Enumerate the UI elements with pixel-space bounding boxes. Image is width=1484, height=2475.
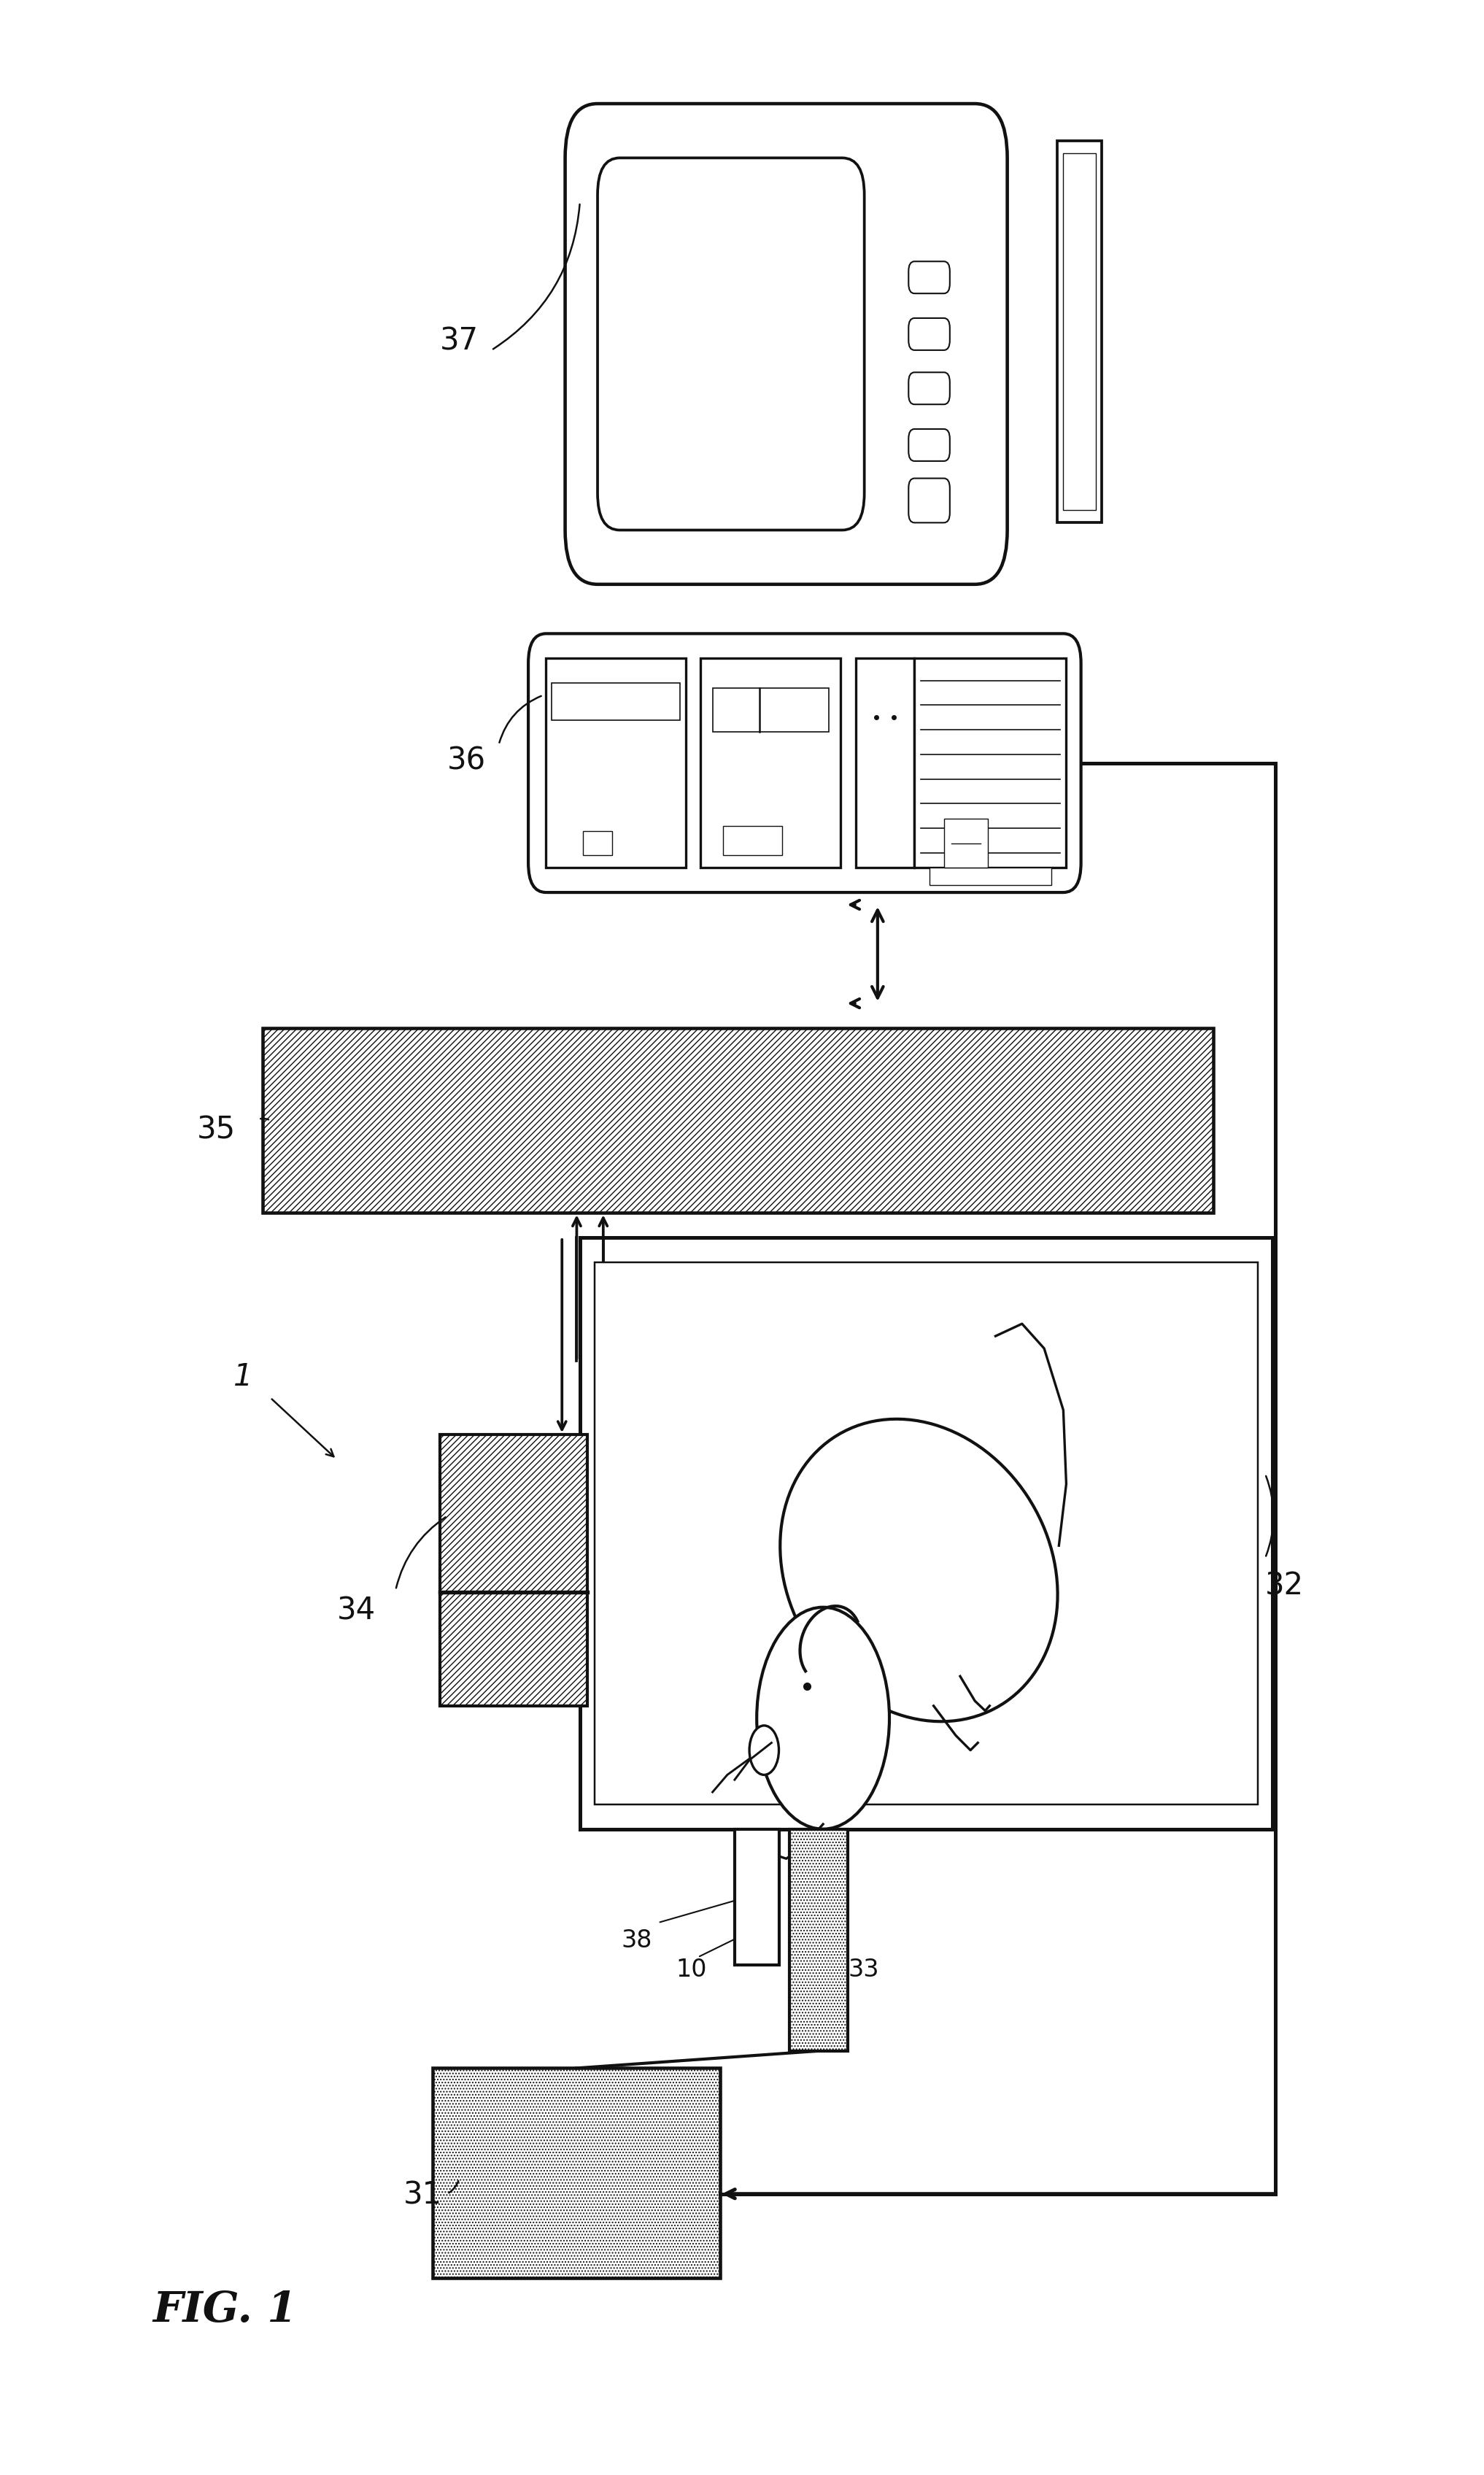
Text: 32: 32 <box>1266 1572 1304 1601</box>
FancyBboxPatch shape <box>908 371 950 403</box>
Bar <box>1064 153 1095 510</box>
Bar <box>723 827 782 856</box>
Bar <box>1058 141 1101 522</box>
Bar <box>263 1027 1214 1213</box>
Text: 36: 36 <box>447 745 485 775</box>
Text: 38: 38 <box>622 1928 651 1953</box>
Bar <box>439 1435 588 1705</box>
Ellipse shape <box>781 1418 1058 1723</box>
Bar <box>432 2069 720 2277</box>
Bar <box>552 683 680 720</box>
Bar <box>789 1829 849 2052</box>
FancyBboxPatch shape <box>598 158 864 530</box>
Text: 34: 34 <box>337 1596 375 1626</box>
Text: FIG. 1: FIG. 1 <box>153 2289 297 2331</box>
FancyBboxPatch shape <box>528 634 1080 893</box>
Text: 1: 1 <box>233 1361 252 1391</box>
FancyBboxPatch shape <box>908 319 950 349</box>
Bar <box>712 688 830 733</box>
FancyBboxPatch shape <box>908 262 950 295</box>
Circle shape <box>757 1606 889 1829</box>
Bar <box>944 819 988 869</box>
Bar <box>546 658 686 869</box>
FancyBboxPatch shape <box>908 428 950 460</box>
Bar <box>583 832 613 856</box>
FancyBboxPatch shape <box>908 478 950 522</box>
Bar <box>580 1238 1273 1829</box>
Bar <box>855 658 914 869</box>
Text: 35: 35 <box>197 1114 236 1146</box>
FancyBboxPatch shape <box>565 104 1008 584</box>
Bar <box>914 658 1066 869</box>
Text: 31: 31 <box>404 2180 442 2210</box>
Bar <box>700 658 841 869</box>
Text: 33: 33 <box>849 1958 879 1982</box>
Text: 37: 37 <box>439 327 478 356</box>
Circle shape <box>749 1725 779 1775</box>
Bar <box>735 1829 779 1965</box>
Bar <box>929 869 1052 886</box>
Text: 10: 10 <box>675 1958 706 1982</box>
Bar <box>595 1262 1258 1804</box>
